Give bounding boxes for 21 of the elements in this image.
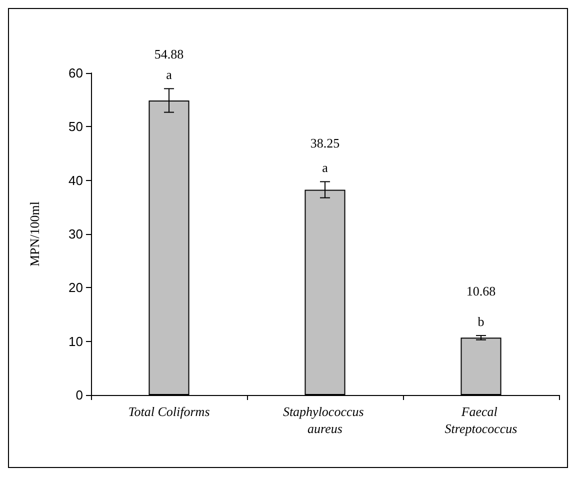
bar — [304, 190, 346, 395]
y-tick-label: 40 — [68, 172, 83, 188]
y-tick-label: 50 — [68, 119, 83, 134]
data-label: 10.68 — [466, 284, 496, 299]
y-axis-title: MPN/100ml — [27, 201, 42, 267]
y-tick-label: 30 — [68, 226, 83, 242]
annotation: a — [322, 160, 328, 176]
data-label: 38.25 — [310, 136, 340, 151]
y-tick-label: 0 — [76, 388, 83, 402]
annotation: b — [478, 314, 484, 330]
x-tick-label: Faecal Streptococcus — [444, 404, 518, 436]
y-tick-label: 60 — [68, 66, 83, 80]
x-tick-label: Total Coliforms — [128, 404, 210, 419]
x-tick-label: Staphylococcus aureus — [282, 404, 368, 436]
chart-frame: MPN/100ml 0 10 20 30 40 50 60 Total Coliforms Staphylococcus aureus Faecal Streptococcus 54.88 38.25 10.68 a a b — [8, 8, 568, 468]
y-tick-label: 20 — [68, 280, 83, 296]
y-tick-label: 10 — [68, 334, 83, 349]
annotation: a — [166, 67, 172, 82]
bar — [148, 100, 190, 395]
bar — [460, 338, 502, 395]
data-label: 54.88 — [154, 46, 184, 62]
